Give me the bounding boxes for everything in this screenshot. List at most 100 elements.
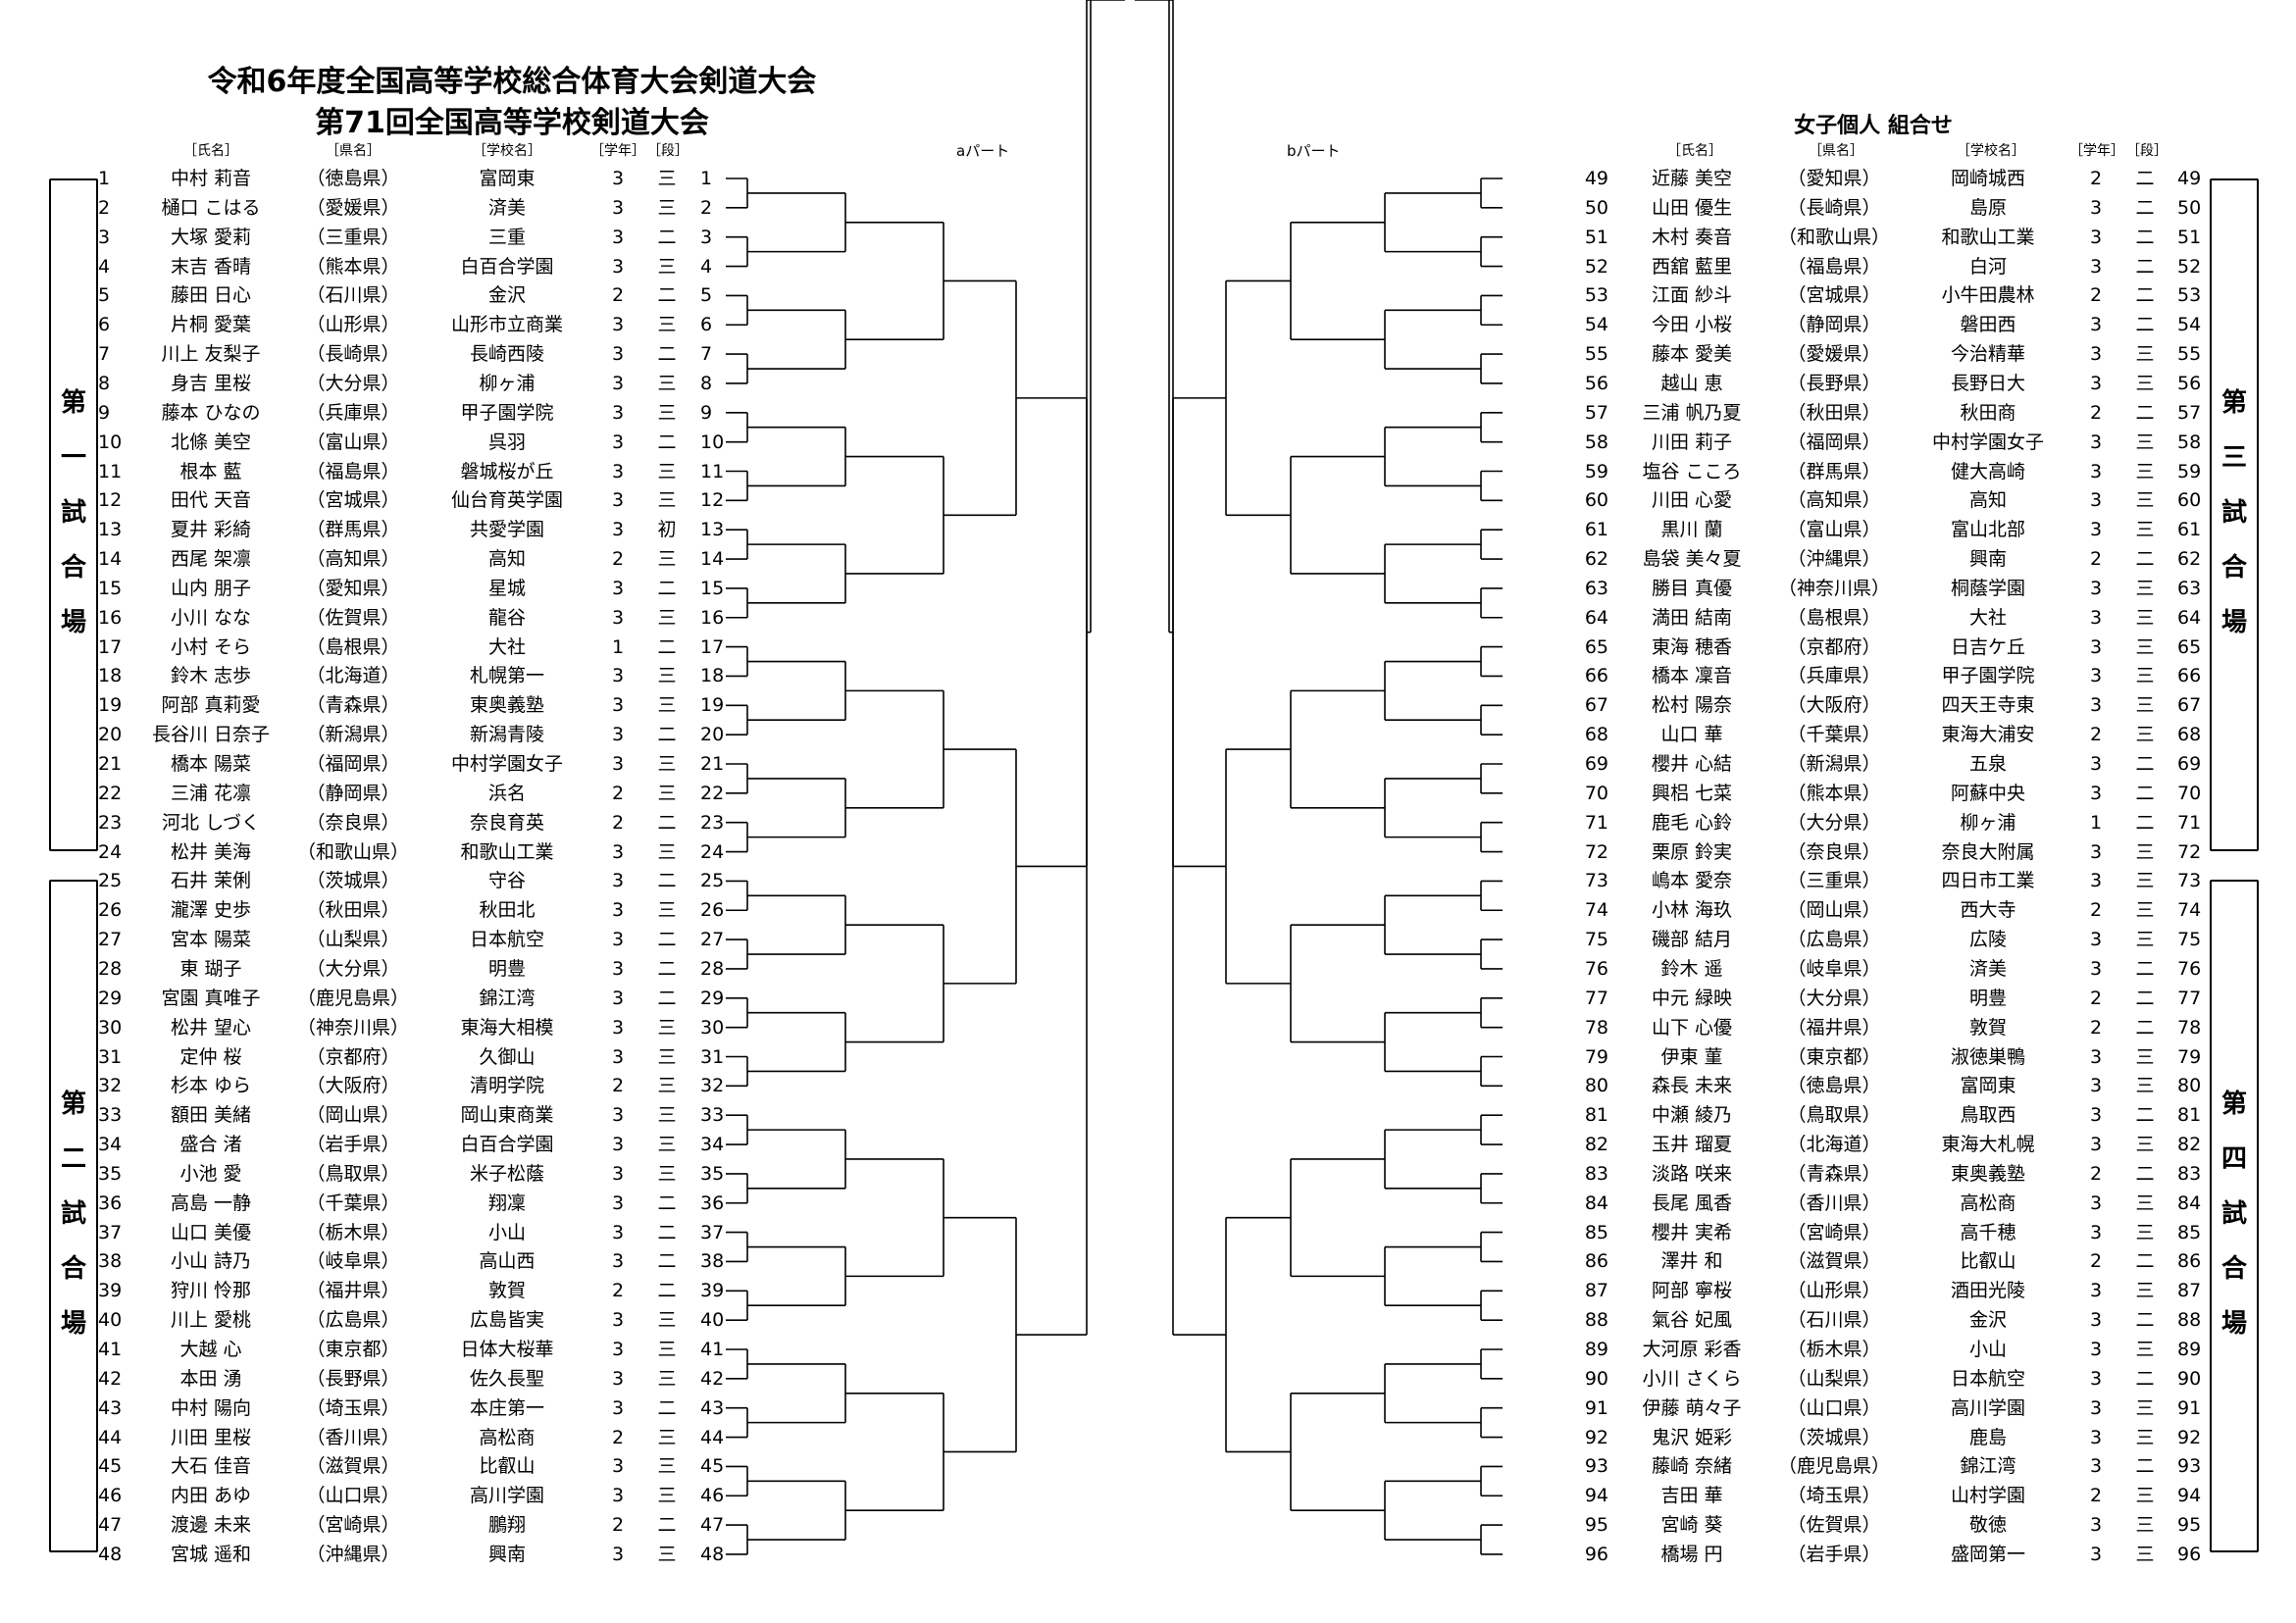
player-number: 13 — [98, 519, 123, 541]
player-dan: 二 — [657, 226, 677, 248]
player-name: 田代 天音 — [170, 489, 252, 512]
player-prefecture: （和歌山県） — [1777, 226, 1890, 248]
player-name: 橋本 陽菜 — [170, 753, 252, 775]
player-prefecture: （山口県） — [1787, 1396, 1881, 1419]
player-grade: 2 — [2089, 899, 2103, 922]
player-number: 17 — [98, 635, 123, 658]
bracket-slot-number: 31 — [700, 1045, 725, 1068]
player-dan: 三 — [657, 1339, 677, 1360]
player-row: 35 小池 愛 （鳥取県） 米子松蔭 3 三 35 — [0, 1159, 2296, 1189]
player-name: 末吉 香晴 — [170, 255, 252, 278]
player-dan: 二 — [2135, 548, 2155, 571]
player-name: 森長 未来 — [1651, 1075, 1733, 1097]
bracket-slot-number: 72 — [2177, 840, 2202, 863]
player-row: 51 木村 奏音 （和歌山県） 和歌山工業 3 二 51 — [0, 223, 2296, 252]
player-number: 58 — [1584, 431, 1608, 453]
player-school: 小山 — [1968, 1339, 2007, 1360]
player-grade: 3 — [2089, 694, 2103, 717]
bracket-slot-number: 50 — [2177, 196, 2202, 219]
bracket-slot-number: 21 — [700, 753, 725, 775]
venue-2-char: 二 — [60, 1144, 86, 1174]
player-row: 60 川田 心愛 （高知県） 高知 3 三 60 — [0, 485, 2296, 515]
player-grade: 3 — [611, 401, 625, 424]
player-prefecture: （岡山県） — [1787, 899, 1881, 922]
player-row: 63 勝目 真優 （神奈川県） 桐蔭学園 3 三 63 — [0, 574, 2296, 603]
player-prefecture: （佐賀県） — [1787, 1514, 1881, 1537]
player-school: 中村学園女子 — [450, 753, 563, 775]
player-prefecture: （秋田県） — [1787, 401, 1881, 424]
player-dan: 二 — [657, 577, 677, 599]
player-row: 14 西尾 架凛 （高知県） 高知 2 三 14 — [0, 544, 2296, 574]
player-dan: 三 — [657, 1104, 677, 1127]
player-row: 48 宮城 遥和 （沖縄県） 興南 3 三 48 — [0, 1540, 2296, 1569]
player-school: 阿蘇中央 — [1950, 782, 2025, 804]
player-name: 長尾 風香 — [1651, 1192, 1733, 1214]
bracket-slot-number: 28 — [700, 957, 725, 980]
player-grade: 3 — [2089, 1339, 2103, 1360]
bracket-slot-number: 20 — [700, 724, 725, 746]
player-prefecture: （石川県） — [1787, 1309, 1881, 1332]
player-row: 12 田代 天音 （宮城県） 仙台育英学園 3 三 12 — [0, 485, 2296, 515]
player-name: 櫻井 心結 — [1651, 753, 1733, 775]
player-school: 五泉 — [1968, 753, 2007, 775]
player-name: 北條 美空 — [170, 431, 252, 453]
player-name: 勝目 真優 — [1651, 577, 1733, 599]
player-number: 42 — [98, 1367, 123, 1390]
player-prefecture: （山口県） — [306, 1485, 400, 1507]
player-dan: 二 — [657, 987, 677, 1009]
venue-1-char: 第 — [60, 388, 86, 418]
player-row: 61 黒川 蘭 （富山県） 富山北部 3 三 61 — [0, 515, 2296, 544]
player-school: 淑徳巣鴨 — [1950, 1045, 2025, 1068]
player-name: 中村 陽向 — [170, 1396, 252, 1419]
player-prefecture: （神奈川県） — [296, 1016, 409, 1039]
player-row: 20 長谷川 日奈子 （新潟県） 新潟青陵 3 二 20 — [0, 720, 2296, 749]
bracket-slot-number: 62 — [2177, 548, 2202, 571]
bracket-slot-number: 48 — [700, 1543, 725, 1565]
player-number: 8 — [98, 372, 111, 394]
player-prefecture: （宮崎県） — [1787, 1221, 1881, 1243]
bracket-slot-number: 52 — [2177, 255, 2202, 278]
player-school: 翔凜 — [487, 1192, 526, 1214]
player-prefecture: （北海道） — [1787, 1134, 1881, 1156]
player-name: 松村 陽奈 — [1651, 694, 1733, 717]
player-name: 中村 莉音 — [170, 168, 252, 189]
player-row: 28 東 瑚子 （大分県） 明豊 3 二 28 — [0, 954, 2296, 984]
player-prefecture: （京都府） — [1787, 635, 1881, 658]
player-number: 14 — [98, 548, 123, 571]
player-name: 渡邊 未来 — [170, 1514, 252, 1537]
player-row: 53 江面 紗斗 （宮城県） 小牛田農林 2 二 53 — [0, 280, 2296, 310]
player-number: 30 — [98, 1016, 123, 1039]
tournament-title-line2: 第71回全国高等学校剣道大会 — [315, 106, 709, 140]
player-row: 72 栗原 鈴実 （奈良県） 奈良大附属 3 三 72 — [0, 837, 2296, 867]
player-number: 72 — [1584, 840, 1608, 863]
player-number: 76 — [1584, 957, 1608, 980]
player-school: 錦江湾 — [1960, 1455, 2016, 1478]
player-row: 85 櫻井 実希 （宮崎県） 高千穂 3 三 85 — [0, 1218, 2296, 1247]
player-school: 山形市立商業 — [450, 314, 563, 336]
player-name: 淡路 咲来 — [1651, 1162, 1733, 1185]
player-row: 88 氣谷 妃風 （石川県） 金沢 3 二 88 — [0, 1305, 2296, 1335]
player-number: 69 — [1584, 753, 1608, 775]
player-grade: 3 — [2089, 226, 2103, 248]
player-school: 東奥義塾 — [1950, 1162, 2025, 1185]
player-dan: 二 — [2135, 314, 2155, 336]
player-prefecture: （東京都） — [1787, 1045, 1881, 1068]
player-name: 額田 美緒 — [170, 1104, 252, 1127]
player-prefecture: （鳥取県） — [1787, 1104, 1881, 1127]
bracket-slot-number: 91 — [2177, 1396, 2202, 1419]
player-number: 25 — [98, 870, 123, 892]
player-prefecture: （福島県） — [306, 460, 400, 482]
bracket-slot-number: 70 — [2177, 782, 2202, 804]
player-grade: 3 — [611, 489, 625, 512]
player-number: 86 — [1584, 1250, 1608, 1273]
player-dan: 二 — [657, 343, 677, 366]
player-prefecture: （東京都） — [306, 1339, 400, 1360]
player-row: 33 額田 美緒 （岡山県） 岡山東商業 3 三 33 — [0, 1100, 2296, 1130]
player-grade: 3 — [2089, 1455, 2103, 1478]
player-prefecture: （青森県） — [1787, 1162, 1881, 1185]
player-prefecture: （兵庫県） — [306, 401, 400, 424]
bracket-slot-number: 45 — [700, 1455, 725, 1478]
player-grade: 3 — [611, 899, 625, 922]
player-number: 51 — [1584, 226, 1608, 248]
venue-4-char: 試 — [2220, 1199, 2247, 1229]
